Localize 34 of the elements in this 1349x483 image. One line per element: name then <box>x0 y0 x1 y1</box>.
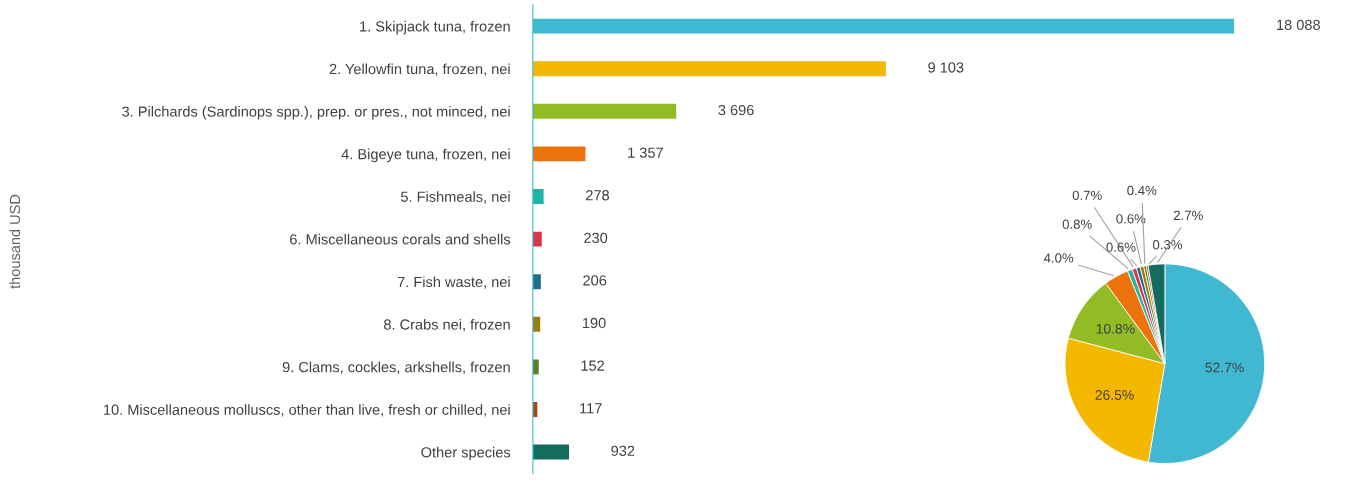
data-label: 0.8% <box>1062 219 1092 229</box>
y-tick-label: 10. Miscellaneous molluscs, other than live, fresh or chilled, nei <box>104 404 510 417</box>
data-label: 10.8% <box>1096 323 1135 334</box>
y-tick-label: 4. Bigeye tuna, frozen, nei <box>341 148 510 163</box>
data-label: 230 <box>584 232 608 243</box>
data-label: 278 <box>586 190 609 201</box>
data-label: 0.3% <box>1152 240 1183 250</box>
data-label: 26.5% <box>1095 390 1134 400</box>
data-label: 9 103 <box>928 62 964 73</box>
y-tick-label: 7. Fish waste, nei <box>397 276 510 289</box>
data-label: 1 357 <box>628 147 663 158</box>
y-tick-label: 9. Clams, cockles, arkshells, frozen <box>282 361 510 375</box>
data-label: 932 <box>611 445 635 456</box>
y-tick-label: 1. Skipjack tuna, frozen <box>360 20 510 35</box>
data-label: 0.7% <box>1072 190 1102 200</box>
data-label: 190 <box>583 317 606 329</box>
data-label: 117 <box>580 403 602 414</box>
data-label: 0.6% <box>1106 242 1136 252</box>
data-label: 0.6% <box>1116 214 1146 224</box>
data-label: 152 <box>581 360 605 371</box>
y-tick-label: 6. Miscellaneous corals and shells <box>290 233 511 245</box>
data-label: 0.4% <box>1127 185 1157 196</box>
y-tick-label: Other species <box>421 446 511 461</box>
y-tick-label: 2. Yellowfin tuna, frozen, nei <box>329 63 510 76</box>
y-tick-label: 8. Crabs nei, frozen <box>384 318 510 332</box>
data-label: 2.7% <box>1173 210 1203 220</box>
data-label: 18 088 <box>1277 19 1320 31</box>
y-tick-label: 5. Fishmeals, nei <box>400 191 510 204</box>
data-label: 3 696 <box>718 104 754 116</box>
data-label: 4.0% <box>1043 253 1074 263</box>
data-label: 206 <box>583 275 607 286</box>
data-label: 52.7% <box>1205 362 1244 373</box>
y-axis-title: thousand USD <box>9 194 21 289</box>
y-tick-label: 3. Pilchards (Sardinops spp.), prep. or pres., not minced, nei <box>122 106 510 120</box>
